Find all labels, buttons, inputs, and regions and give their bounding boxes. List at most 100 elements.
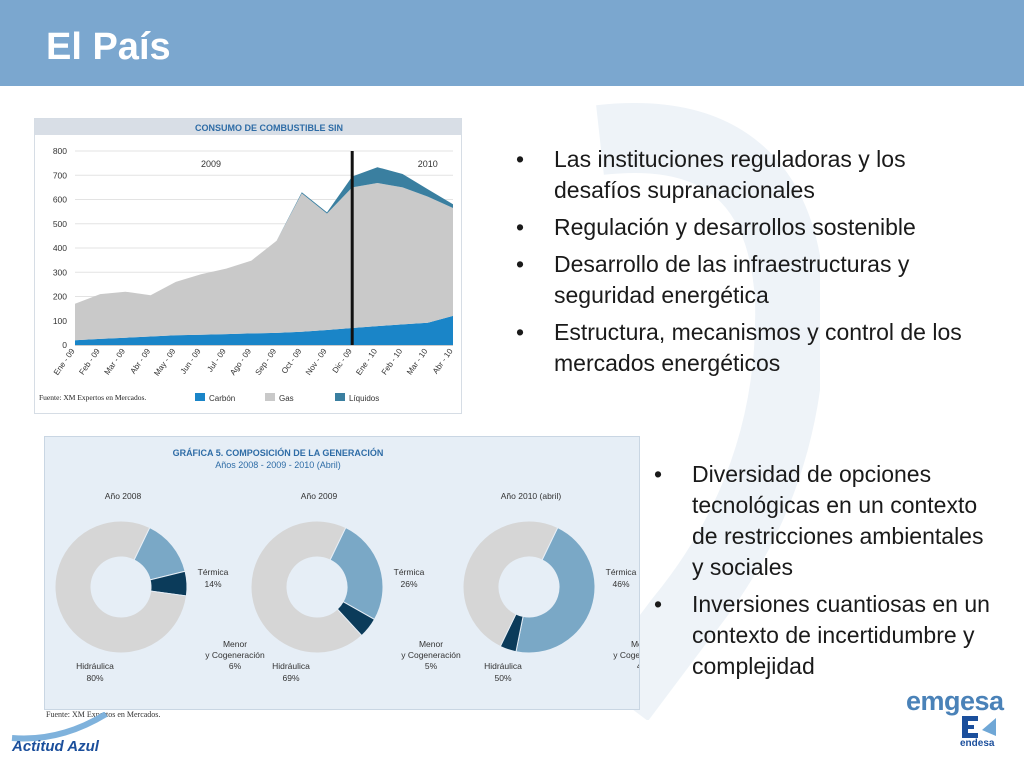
x-tick-label: Sep - 09: [254, 347, 279, 377]
x-tick-label: Mar - 10: [405, 347, 430, 377]
x-tick-label: Ene - 10: [354, 347, 379, 377]
bullet-list-top: • Las instituciones reguladoras y los des…: [516, 144, 976, 385]
donut-slice: [250, 520, 363, 654]
x-tick-label: Dic - 09: [331, 347, 354, 375]
background-watermark: [592, 103, 820, 720]
menor-pct: 6%: [229, 661, 242, 671]
x-tick-label: Nov - 09: [304, 347, 329, 377]
x-tick-label: Feb - 10: [380, 347, 405, 377]
bullet-dot: •: [516, 319, 525, 345]
bullet-item: • Las instituciones reguladoras y los des…: [516, 144, 976, 206]
actitud-azul-logo: Actitud Azul: [12, 738, 99, 755]
bullet-item: • Desarrollo de las infraestructuras y se…: [516, 249, 976, 311]
termica-pct: 14%: [204, 579, 221, 589]
endesa-logo: endesa: [960, 738, 995, 749]
menor-label: Menor: [223, 639, 247, 649]
menor-label: Menor: [419, 639, 443, 649]
generation-composition-svg: GRÁFICA 5. COMPOSICIÓN DE LA GENERACIÓN …: [54, 447, 673, 683]
donut-slice: [329, 526, 384, 621]
termica-label: Térmica: [198, 567, 229, 577]
menor-pct: 4%: [637, 661, 639, 671]
x-tick-label: Mar - 09: [103, 347, 128, 377]
y-tick-label: 300: [53, 267, 67, 277]
hidraulica-label: Hidráulica: [76, 661, 114, 671]
chart-source: Fuente: XM Expertos en Mercados.: [39, 393, 146, 402]
legend-label: Carbón: [209, 394, 235, 403]
fuel-consumption-chart: CONSUMO DE COMBUSTIBLE SIN 0 100 200 300 400…: [34, 118, 462, 414]
x-tick-label: Abr - 10: [431, 347, 455, 376]
title-bar: El País: [0, 0, 1024, 86]
bullet-item: • Estructura, mecanismos y control de los…: [516, 317, 976, 379]
actitud-azul-swoosh-icon: [11, 712, 108, 742]
menor-label: Menor: [631, 639, 639, 649]
menor-label-2: y Cogeneración: [205, 650, 265, 660]
menor-label-2: y Cogeneración: [613, 650, 639, 660]
y-tick-label: 700: [53, 170, 67, 180]
x-tick-label: Abr - 09: [129, 347, 153, 376]
chart2-title: GRÁFICA 5. COMPOSICIÓN DE LA GENERACIÓN: [173, 447, 384, 458]
donut-slice: [515, 526, 596, 654]
area-gas: [75, 183, 453, 341]
bullet-dot: •: [516, 251, 525, 277]
menor-label-2: y Cogeneración: [401, 650, 461, 660]
y-tick-label: 500: [53, 219, 67, 229]
termica-pct: 26%: [400, 579, 417, 589]
bullet-text: Inversiones cuantiosas en un contexto de…: [692, 591, 990, 679]
generation-composition-chart: GRÁFICA 5. COMPOSICIÓN DE LA GENERACIÓN …: [44, 436, 673, 710]
fuel-consumption-chart-svg: CONSUMO DE COMBUSTIBLE SIN 0 100 200 300 400…: [35, 119, 461, 403]
pie-year-label: Año 2009: [301, 491, 338, 501]
y-tick-label: 400: [53, 243, 67, 253]
bullet-text: Diversidad de opciones tecnológicas en u…: [692, 461, 984, 580]
legend-swatch: [265, 393, 275, 401]
hidraulica-pct: 80%: [86, 673, 103, 683]
y-tick-label: 100: [53, 316, 67, 326]
bullet-text: Desarrollo de las infraestructuras y seg…: [554, 251, 910, 308]
termica-pct: 46%: [612, 579, 629, 589]
x-tick-label: Ago - 09: [228, 347, 253, 377]
pie-year-label: Año 2010 (abril): [501, 491, 562, 501]
bullet-text: Regulación y desarrollos sostenible: [554, 214, 916, 240]
page-title: El País: [46, 26, 171, 68]
hidraulica-pct: 69%: [282, 673, 299, 683]
chart2-subtitle: Años 2008 - 2009 - 2010 (Abril): [215, 460, 341, 470]
y-tick-label: 800: [53, 146, 67, 156]
emgesa-logo: emgesa: [906, 686, 1004, 716]
bullet-dot: •: [516, 214, 525, 240]
bullet-item: • Inversiones cuantiosas en un contexto d…: [654, 589, 994, 682]
annotation-2009: 2009: [201, 159, 221, 169]
x-tick-label: Oct - 09: [280, 347, 304, 376]
area-carbón: [75, 315, 453, 345]
donut-slice: [54, 520, 187, 654]
termica-label: Térmica: [394, 567, 425, 577]
x-tick-label: Jun - 09: [179, 347, 203, 376]
bullet-dot: •: [516, 146, 525, 172]
endesa-mark-icon: [962, 716, 996, 738]
annotation-2010: 2010: [418, 159, 438, 169]
bullet-list-bottom: • Diversidad de opciones tecnológicas en …: [654, 459, 994, 688]
chart-title-band: [35, 119, 461, 135]
x-tick-label: Jul - 09: [205, 347, 228, 374]
legend-label: Gas: [279, 394, 294, 403]
legend-label: Líquidos: [349, 394, 379, 403]
x-tick-label: Ene - 09: [52, 347, 77, 377]
y-tick-label: 0: [62, 340, 67, 350]
y-tick-label: 200: [53, 292, 67, 302]
donut-slice: [462, 520, 559, 648]
legend-swatch: [335, 393, 345, 401]
hidraulica-pct: 50%: [494, 673, 511, 683]
menor-pct: 5%: [425, 661, 438, 671]
x-tick-label: Feb - 09: [77, 347, 102, 377]
x-tick-label: May - 09: [152, 347, 178, 378]
bullet-item: • Diversidad de opciones tecnológicas en …: [654, 459, 994, 583]
legend-swatch: [195, 393, 205, 401]
hidraulica-label: Hidráulica: [484, 661, 522, 671]
bullet-dot: •: [654, 461, 663, 487]
hidraulica-label: Hidráulica: [272, 661, 310, 671]
y-tick-label: 600: [53, 195, 67, 205]
chart-title: CONSUMO DE COMBUSTIBLE SIN: [195, 123, 343, 133]
termica-label: Térmica: [606, 567, 637, 577]
bullet-text: Estructura, mecanismos y control de los …: [554, 319, 962, 376]
pie-year-label: Año 2008: [105, 491, 142, 501]
bullet-dot: •: [654, 591, 663, 617]
bullet-item: • Regulación y desarrollos sostenible: [516, 212, 976, 243]
